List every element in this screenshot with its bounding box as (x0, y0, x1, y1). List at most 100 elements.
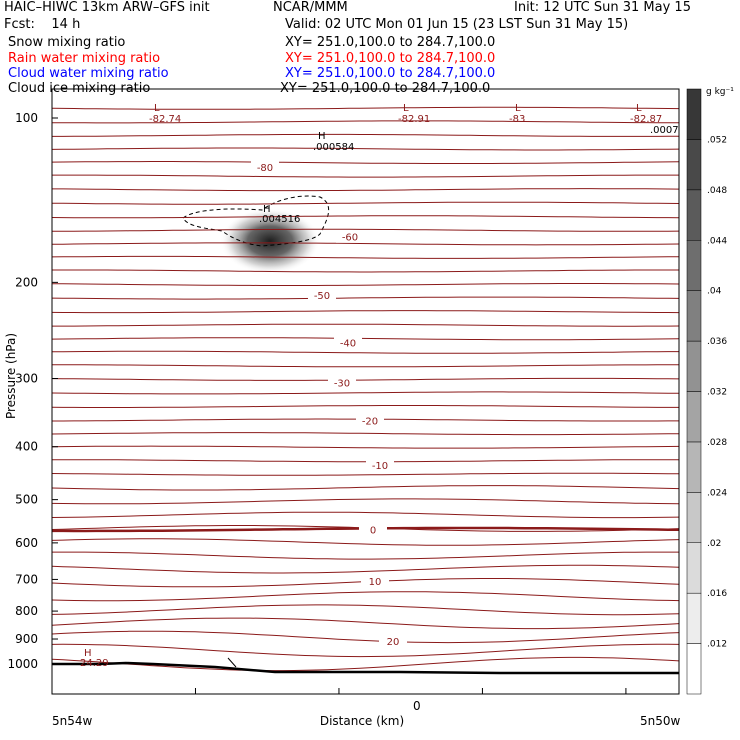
low-marker: L (403, 103, 409, 114)
isotherm-line (52, 377, 679, 381)
y-tick-label: 600 (15, 536, 38, 550)
colorbar-cell (686, 391, 702, 443)
colorbar-cell (686, 88, 702, 140)
isotherm-line (52, 106, 679, 110)
colorbar-cell (686, 240, 702, 291)
colorbar: .012 .016 .02 .024 .028 .032 .036 .04 .044 .048 .0… (686, 88, 727, 695)
isotherm-line (52, 161, 679, 164)
x-center-label: 0 (413, 699, 421, 713)
colorbar-unit: g kg⁻¹ (706, 87, 734, 97)
colorbar-level-label: .016 (707, 589, 727, 599)
isotherm-line (52, 133, 679, 137)
field-label-cloud-water: Cloud water mixing ratio (8, 66, 169, 81)
x-right-label: 5n50w (640, 714, 681, 728)
isotherm-line (52, 604, 679, 616)
colorbar-level-label: .052 (707, 135, 727, 145)
field-xy-snow: XY= 251.0,100.0 to 284.7,100.0 (285, 35, 496, 50)
isotherm-line (52, 296, 679, 300)
low-marker: L (154, 103, 160, 114)
isotherm-label-bg (356, 414, 384, 427)
isotherm-line (52, 617, 679, 630)
x-left-label: 5n54w (52, 714, 93, 728)
colorbar-level-label: .044 (707, 236, 727, 246)
colorbar-level-label: .02 (707, 539, 721, 549)
ground-notch (227, 657, 237, 668)
isotherm-line (52, 498, 679, 505)
colorbar-level-label: .024 (707, 488, 727, 498)
isotherm-line (52, 242, 679, 246)
isotherm-line (52, 147, 679, 151)
y-tick-label: 200 (15, 275, 38, 289)
center-label: NCAR/MMM (273, 0, 348, 15)
edge-value: .0007 (650, 125, 679, 136)
y-tick-label: 800 (15, 604, 38, 618)
high-marker: H (84, 648, 92, 659)
isotherm-line (52, 511, 679, 519)
colorbar-level-label: .012 (707, 640, 727, 650)
isotherm-label: 10 (369, 577, 382, 588)
y-tick-label: 100 (15, 111, 38, 125)
colorbar-level-label: .048 (707, 186, 727, 196)
low-marker: L (636, 103, 642, 114)
ground-line (52, 661, 679, 675)
isotherm-line (52, 283, 679, 286)
isotherm-label: -30 (334, 378, 350, 389)
isotherm-label-bg (336, 230, 364, 243)
isotherm-label-bg (379, 634, 407, 647)
low-marker: L (515, 103, 521, 114)
field-label-rain: Rain water mixing ratio (8, 51, 161, 66)
isotherm-label: -50 (314, 291, 330, 302)
isotherm-line (52, 188, 679, 192)
low-value: -82.91 (398, 114, 430, 125)
isotherm-line (52, 591, 679, 602)
isotherm-label-bg (359, 523, 387, 536)
isotherm-line (52, 174, 679, 178)
isotherm-line (52, 564, 679, 574)
isotherm-label-bg (328, 376, 356, 389)
extrema-labels: L -82.74 L -82.91 L -83 L -82.87 H .0005… (80, 103, 679, 669)
valid-time: Valid: 02 UTC Mon 01 Jun 15 (23 LST Sun … (285, 17, 629, 32)
isotherm-label: -40 (340, 339, 356, 350)
isotherm-line (52, 323, 679, 327)
init-time: Init: 12 UTC Sun 31 May 15 (514, 0, 691, 15)
isotherm-label-bg (251, 161, 279, 174)
isotherm-line (52, 656, 679, 672)
isotherm-line (52, 337, 679, 341)
isotherm-label-bg (366, 458, 394, 471)
colorbar-cell (686, 290, 702, 342)
forecast-hour: Fcst: 14 h (4, 17, 81, 32)
field-label-snow: Snow mixing ratio (8, 35, 126, 50)
y-axis-title: Pressure (hPa) (4, 333, 18, 419)
low-value: -83 (509, 114, 525, 125)
isotherm-line (52, 120, 679, 124)
isotherm-line (52, 269, 679, 273)
isotherm-line (52, 228, 679, 232)
colorbar-cell (686, 441, 702, 493)
high-value: .000584 (313, 142, 354, 153)
y-tick-label: 1000 (7, 657, 38, 671)
colorbar-level-label: .04 (707, 287, 722, 297)
colorbar-cell (686, 189, 702, 241)
snow-contour (182, 195, 330, 247)
isotherm-line (52, 391, 679, 395)
colorbar-cell (686, 592, 702, 644)
isotherm-line (52, 432, 679, 436)
colorbar-level-label: .036 (707, 337, 727, 347)
colorbar-cell (686, 542, 702, 594)
isotherm-line (52, 445, 679, 449)
low-value: -82.74 (149, 114, 181, 125)
y-tick-label: 400 (15, 440, 38, 454)
high-marker: H (318, 131, 326, 142)
isotherm-line (52, 364, 679, 368)
colorbar-level-label: .028 (707, 438, 727, 448)
model-title: HAIC–HIWC 13km ARW–GFS init (4, 0, 210, 15)
isotherm-label: 20 (387, 637, 400, 648)
high-value: 24.29 (80, 658, 109, 669)
isotherm-label-bg (361, 574, 389, 587)
colorbar-cell (686, 340, 702, 392)
isotherm-line (52, 459, 679, 463)
plot-frame (51, 88, 680, 695)
isotherm-line (52, 551, 679, 560)
